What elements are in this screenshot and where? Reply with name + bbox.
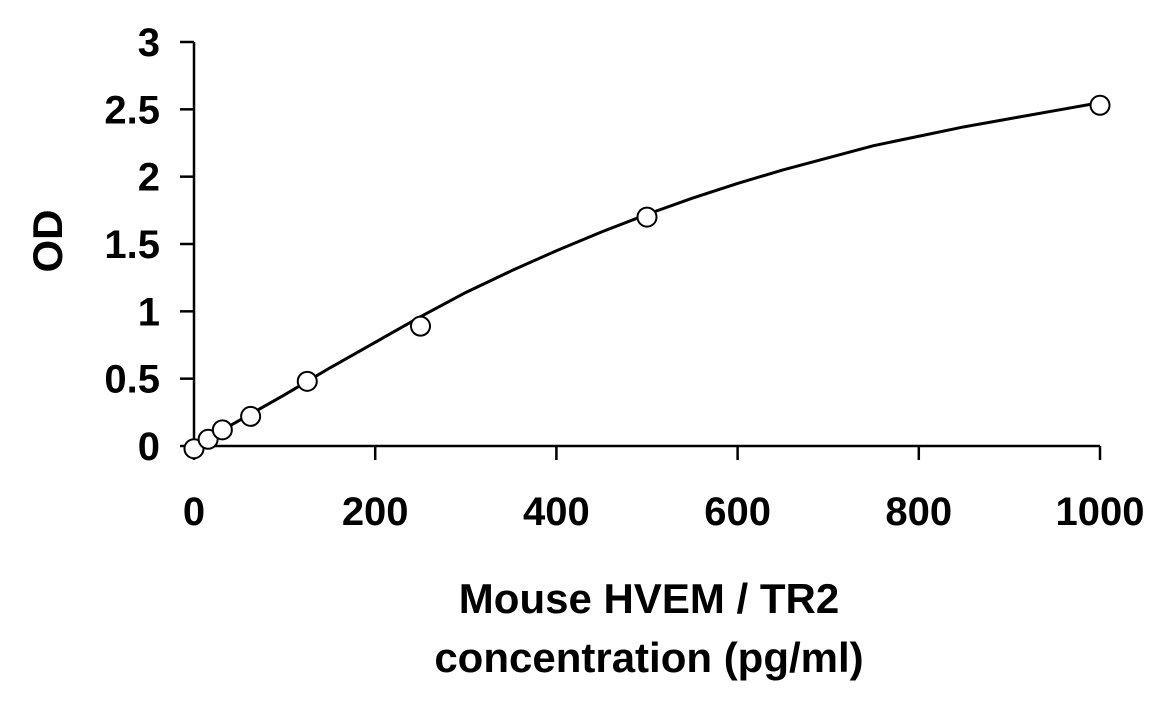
y-axis-label: OD <box>24 210 71 273</box>
data-point <box>410 315 431 337</box>
data-point <box>296 370 318 392</box>
x-tick-label: 800 <box>885 490 952 534</box>
data-points <box>183 94 1111 460</box>
x-tick-label: 600 <box>704 490 771 534</box>
y-tick-label: 2 <box>138 156 160 200</box>
y-tick-label: 0 <box>138 425 160 469</box>
data-point <box>1089 94 1111 116</box>
fit-curve-group <box>193 101 1101 448</box>
x-tick-label: 400 <box>523 490 590 534</box>
fit-curve-line <box>193 101 1101 448</box>
data-point <box>211 419 233 441</box>
data-point <box>197 428 219 450</box>
data-point <box>636 206 658 228</box>
axis-labels: OD Mouse HVEM / TR2 concentration (pg/ml… <box>24 210 864 682</box>
x-tick-label: 0 <box>183 490 205 534</box>
x-axis-label-line-1: Mouse HVEM / TR2 <box>459 575 839 622</box>
x-axis-label-line-2: concentration (pg/ml) <box>434 634 863 681</box>
y-tick-label: 1 <box>138 290 160 334</box>
x-tick-label: 200 <box>342 490 409 534</box>
y-tick-label: 1.5 <box>104 223 160 267</box>
x-tick-label: 1000 <box>1056 490 1145 534</box>
y-tick-label: 0.5 <box>104 358 160 402</box>
y-tick-label: 3 <box>138 21 160 65</box>
axes: 0 0.5 1 1.5 2 2.5 3 0 200 400 600 800 1000 <box>104 21 1144 534</box>
y-tick-label: 2.5 <box>104 88 160 132</box>
data-point <box>240 405 262 427</box>
